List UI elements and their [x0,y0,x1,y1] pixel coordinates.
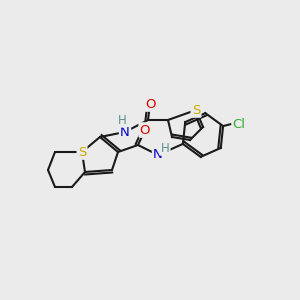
Text: S: S [78,146,86,158]
Text: Cl: Cl [232,118,246,130]
Text: N: N [153,148,163,161]
Text: N: N [120,125,130,139]
Text: S: S [192,103,200,116]
Text: H: H [160,142,169,154]
Text: H: H [118,113,126,127]
Text: O: O [140,124,150,136]
Text: O: O [145,98,155,110]
